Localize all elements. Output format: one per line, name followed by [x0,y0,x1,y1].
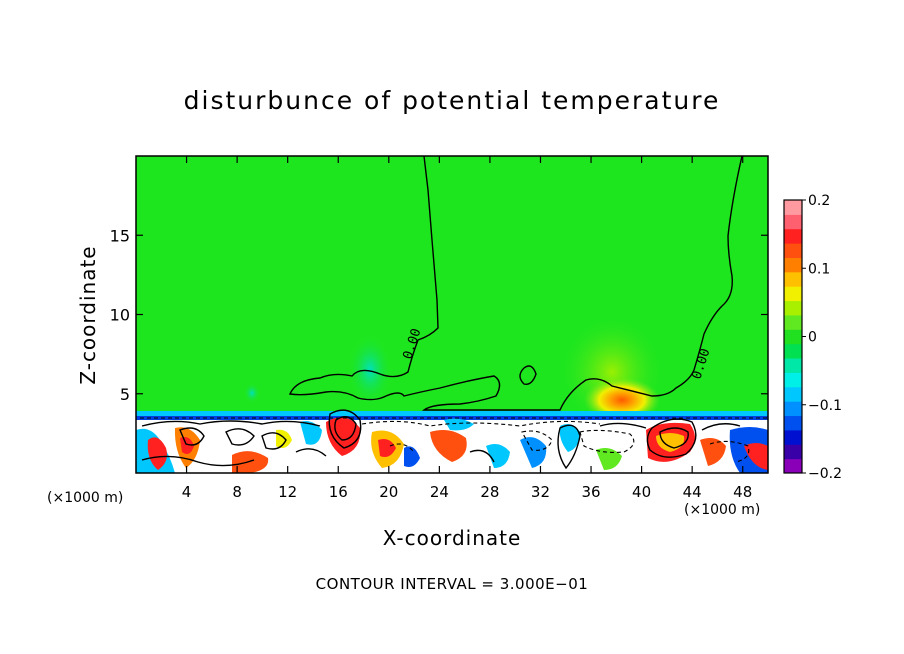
colorbar-tick-label: 0.1 [808,261,830,277]
colorbar-swatch [784,401,802,417]
x-tick-label: 12 [278,483,297,501]
x-unit-left: (×1000 m) [47,490,124,506]
colorbar-swatch [784,458,802,474]
colorbar-swatch [784,372,802,388]
x-tick-label: 40 [632,483,651,501]
negative-contours [140,417,768,463]
colorbar-swatch [784,300,802,316]
x-tick-label: 28 [480,483,499,501]
y-axis-label: Z-coordinate [76,245,100,385]
colorbar-swatch [784,228,802,244]
cool-band [136,411,768,417]
y-axis: 5 10 15 [110,226,768,404]
colorbar-swatch [784,314,802,330]
contour-lines [141,156,743,470]
colorbar-swatch [784,415,802,431]
y-tick-label: 5 [120,385,130,404]
x-tick-label: 44 [683,483,702,501]
temperature-field [136,156,768,473]
colorbar-tick-label: −0.1 [808,398,842,414]
colorbar-swatch [784,386,802,402]
colorbar: 0.2 0.1 0 −0.1 −0.2 [783,193,842,482]
x-tick-label: 36 [581,483,600,501]
colorbar-swatch [784,214,802,230]
x-tick-label: 4 [182,483,192,501]
colorbar-swatch [784,257,802,273]
x-axis-label: X-coordinate [382,526,522,550]
y-tick-label: 15 [110,226,130,245]
colorbar-swatch [784,429,802,445]
colorbar-swatch [784,343,802,359]
x-tick-label: 48 [733,483,752,501]
x-axis: 4 8 12 16 20 24 28 32 36 40 44 48 [182,156,752,501]
colorbar-swatch [784,329,802,345]
colorbar-swatch [784,271,802,287]
y-tick-label: 10 [110,306,130,325]
x-tick-label: 32 [531,483,550,501]
colorbar-tick-label: 0.2 [808,193,830,209]
x-tick-label: 16 [329,483,348,501]
x-tick-label: 24 [430,483,449,501]
x-tick-label: 8 [232,483,242,501]
colorbar-swatch [784,286,802,302]
x-tick-label: 20 [379,483,398,501]
contour-interval-note: CONTOUR INTERVAL = 3.000E−01 [315,575,589,593]
colorbar-swatch [784,243,802,258]
x-unit-right: (×1000 m) [684,502,761,518]
chart-title: disturbunce of potential temperature [183,86,721,115]
colorbar-tick-label: −0.2 [808,466,842,482]
colorbar-swatch [784,200,802,215]
cool-anomaly-small [244,383,260,403]
colorbar-tick-label: 0 [808,330,817,346]
colorbar-swatch [784,444,802,460]
colorbar-swatch [784,358,802,373]
cool-anomaly [348,334,392,406]
